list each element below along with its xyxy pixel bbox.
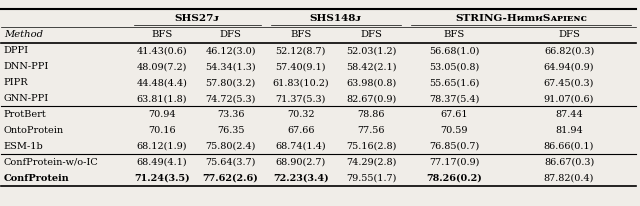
Text: 71.24(3.5): 71.24(3.5): [134, 174, 189, 183]
Text: BFS: BFS: [290, 30, 312, 39]
Text: 76.85(0.7): 76.85(0.7): [429, 142, 479, 151]
Text: 41.43(0.6): 41.43(0.6): [136, 46, 188, 55]
Text: Method: Method: [4, 30, 43, 39]
Text: 52.12(8.7): 52.12(8.7): [276, 46, 326, 55]
Text: 77.62(2.6): 77.62(2.6): [203, 174, 259, 183]
Text: DNN-PPI: DNN-PPI: [4, 62, 49, 71]
Text: 71.37(5.3): 71.37(5.3): [276, 94, 326, 103]
Text: 75.80(2.4): 75.80(2.4): [205, 142, 256, 151]
Text: ProtBert: ProtBert: [4, 110, 47, 119]
Text: 48.09(7.2): 48.09(7.2): [137, 62, 187, 71]
Text: 81.94: 81.94: [555, 126, 583, 135]
Text: 86.66(0.1): 86.66(0.1): [544, 142, 595, 151]
Text: OntoProtein: OntoProtein: [4, 126, 64, 135]
Text: 67.45(0.3): 67.45(0.3): [544, 78, 595, 87]
Text: 63.81(1.8): 63.81(1.8): [137, 94, 187, 103]
Text: BFS: BFS: [444, 30, 465, 39]
Text: SHS27ᴊ: SHS27ᴊ: [175, 14, 220, 23]
Text: 77.56: 77.56: [357, 126, 385, 135]
Text: 77.17(0.9): 77.17(0.9): [429, 158, 479, 167]
Text: 70.59: 70.59: [440, 126, 468, 135]
Text: BFS: BFS: [151, 30, 173, 39]
Text: 53.05(0.8): 53.05(0.8): [429, 62, 479, 71]
Text: 68.12(1.9): 68.12(1.9): [137, 142, 187, 151]
Text: DFS: DFS: [220, 30, 241, 39]
Text: 61.83(10.2): 61.83(10.2): [273, 78, 329, 87]
Text: 70.16: 70.16: [148, 126, 176, 135]
Text: 70.94: 70.94: [148, 110, 176, 119]
Text: 75.64(3.7): 75.64(3.7): [205, 158, 256, 167]
Text: 44.48(4.4): 44.48(4.4): [136, 78, 188, 87]
Text: 75.16(2.8): 75.16(2.8): [346, 142, 396, 151]
Text: 56.68(1.0): 56.68(1.0): [429, 46, 479, 55]
Text: 58.42(2.1): 58.42(2.1): [346, 62, 396, 71]
Text: SHS148ᴊ: SHS148ᴊ: [310, 14, 362, 23]
Text: ESM-1b: ESM-1b: [4, 142, 44, 151]
Text: 57.40(9.1): 57.40(9.1): [276, 62, 326, 71]
Text: DPPI: DPPI: [4, 46, 29, 55]
Text: 74.72(5.3): 74.72(5.3): [205, 94, 256, 103]
Text: 68.74(1.4): 68.74(1.4): [276, 142, 326, 151]
Text: 73.36: 73.36: [217, 110, 244, 119]
Text: 57.80(3.2): 57.80(3.2): [205, 78, 256, 87]
Text: 78.86: 78.86: [357, 110, 385, 119]
Text: 87.44: 87.44: [555, 110, 583, 119]
Text: 82.67(0.9): 82.67(0.9): [346, 94, 396, 103]
Text: 64.94(0.9): 64.94(0.9): [544, 62, 595, 71]
Text: 67.61: 67.61: [440, 110, 468, 119]
Text: PIPR: PIPR: [4, 78, 29, 87]
Text: 78.37(5.4): 78.37(5.4): [429, 94, 479, 103]
Text: ConfProtein-w/o-IC: ConfProtein-w/o-IC: [4, 158, 99, 167]
Text: 74.29(2.8): 74.29(2.8): [346, 158, 396, 167]
Text: 78.26(0.2): 78.26(0.2): [426, 174, 482, 183]
Text: ConfProtein: ConfProtein: [4, 174, 70, 183]
Text: GNN-PPI: GNN-PPI: [4, 94, 49, 103]
Text: 68.90(2.7): 68.90(2.7): [276, 158, 326, 167]
Text: 72.23(3.4): 72.23(3.4): [273, 174, 329, 183]
Text: 66.82(0.3): 66.82(0.3): [544, 46, 594, 55]
Text: 87.82(0.4): 87.82(0.4): [544, 174, 595, 183]
Text: 91.07(0.6): 91.07(0.6): [544, 94, 595, 103]
Text: 86.67(0.3): 86.67(0.3): [544, 158, 594, 167]
Text: 63.98(0.8): 63.98(0.8): [346, 78, 396, 87]
Text: 55.65(1.6): 55.65(1.6): [429, 78, 479, 87]
Text: 46.12(3.0): 46.12(3.0): [205, 46, 256, 55]
Text: STRING-HᴎmᴎSᴀᴘɪᴇɴᴄ: STRING-HᴎmᴎSᴀᴘɪᴇɴᴄ: [455, 14, 587, 23]
Text: 52.03(1.2): 52.03(1.2): [346, 46, 396, 55]
Text: 76.35: 76.35: [217, 126, 244, 135]
Text: 54.34(1.3): 54.34(1.3): [205, 62, 256, 71]
Text: 79.55(1.7): 79.55(1.7): [346, 174, 396, 183]
Text: DFS: DFS: [360, 30, 382, 39]
Text: DFS: DFS: [558, 30, 580, 39]
Text: 67.66: 67.66: [287, 126, 315, 135]
Text: 68.49(4.1): 68.49(4.1): [136, 158, 188, 167]
Text: 70.32: 70.32: [287, 110, 315, 119]
